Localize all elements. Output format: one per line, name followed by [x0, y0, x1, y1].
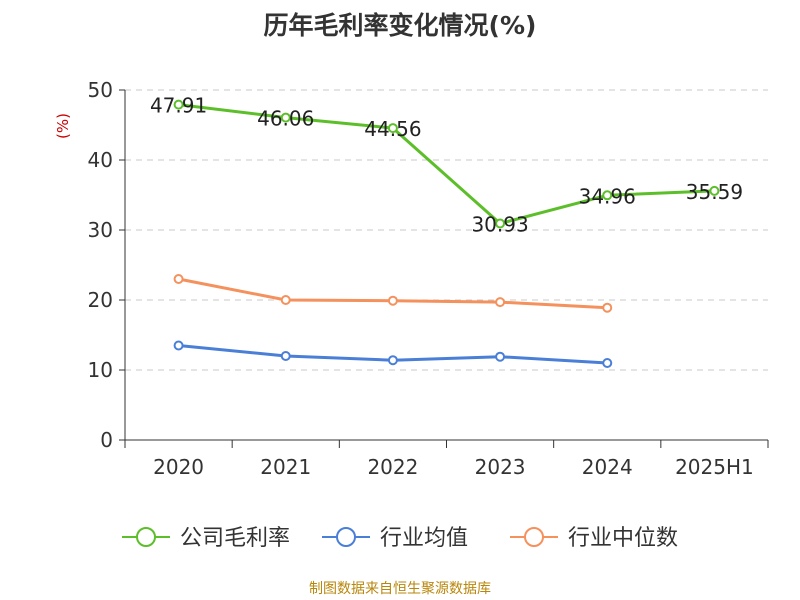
- x-tick-label: 2020: [153, 455, 204, 479]
- data-point: [280, 351, 291, 361]
- data-label: 47.91: [150, 94, 207, 118]
- data-point: [280, 295, 291, 305]
- data-point: [495, 297, 506, 308]
- data-label: 46.06: [257, 107, 314, 131]
- data-point: [602, 190, 613, 201]
- data-label: 35.59: [686, 180, 743, 204]
- y-axis-label: (%): [54, 113, 72, 139]
- series-line: [178, 103, 715, 225]
- legend: 公司毛利率 行业均值 行业中位数: [122, 526, 678, 551]
- data-point: [280, 112, 291, 123]
- y-tick-label: 30: [88, 218, 113, 242]
- data-point: [495, 218, 506, 229]
- data-label: 30.93: [471, 212, 528, 236]
- data-point: [602, 358, 613, 368]
- y-tick-label: 20: [88, 288, 113, 312]
- legend-label: 公司毛利率: [180, 526, 290, 551]
- data-point: [387, 295, 398, 306]
- source-note: 制图数据来自恒生聚源数据库: [309, 581, 491, 597]
- data-point: [709, 185, 720, 196]
- chart-title: 历年毛利率变化情况(%): [263, 11, 537, 40]
- y-tick-label: 40: [88, 148, 113, 172]
- legend-marker: [524, 527, 544, 547]
- data-labels: 47.91 46.06 44.56 30.93 34.96 35.59: [150, 94, 743, 237]
- x-tick-label: 2023: [475, 455, 526, 479]
- x-tick-labels: 2020 2021 2022 2023 2024 2025H1: [153, 455, 754, 479]
- data-point: [495, 351, 506, 362]
- data-point: [173, 340, 184, 351]
- data-point: [387, 355, 398, 366]
- series-lines: [173, 99, 720, 368]
- x-tick-label: 2025H1: [675, 455, 754, 479]
- axes: [119, 89, 769, 448]
- x-tick-label: 2021: [260, 455, 311, 479]
- legend-marker: [136, 527, 156, 547]
- data-point: [173, 274, 184, 284]
- legend-marker: [336, 527, 356, 547]
- data-point: [387, 123, 398, 134]
- data-label: 34.96: [579, 184, 636, 208]
- legend-label: 行业中位数: [568, 526, 678, 551]
- legend-label: 行业均值: [380, 526, 468, 551]
- grid-lines: [125, 89, 768, 371]
- y-tick-label: 0: [100, 428, 113, 452]
- data-label: 44.56: [364, 117, 421, 141]
- x-tick-label: 2022: [367, 455, 418, 479]
- x-tick-label: 2024: [582, 455, 633, 479]
- y-tick-labels: 0 10 20 30 40 50: [88, 78, 113, 452]
- y-tick-label: 50: [88, 78, 113, 102]
- data-point: [602, 302, 613, 313]
- y-tick-label: 10: [88, 358, 113, 382]
- data-point: [173, 99, 184, 110]
